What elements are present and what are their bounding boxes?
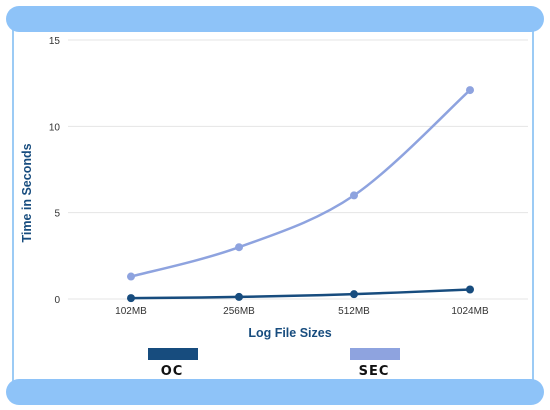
top-banner xyxy=(6,6,544,32)
sec-data-point xyxy=(466,86,474,95)
x-tick-label: 256MB xyxy=(223,306,255,317)
x-tick-label: 512MB xyxy=(338,306,370,317)
sec-legend-swatch xyxy=(350,348,400,360)
sec-data-point xyxy=(235,243,243,252)
oc-series-line xyxy=(130,288,471,300)
series-group xyxy=(127,86,474,303)
gridlines xyxy=(68,39,528,300)
y-tick-label: 10 xyxy=(49,122,61,133)
oc-data-point xyxy=(350,290,358,299)
bottom-banner xyxy=(6,379,544,405)
x-tick-label: 1024MB xyxy=(451,306,489,317)
legend: OC SEC xyxy=(148,348,400,379)
oc-legend-swatch xyxy=(148,348,198,360)
y-tick-label: 15 xyxy=(49,36,61,47)
oc-legend-label: OC xyxy=(161,364,184,379)
oc-data-point xyxy=(235,292,243,301)
x-tick-label: 102MB xyxy=(115,306,147,317)
y-tick-label: 5 xyxy=(54,209,60,220)
sec-series-line xyxy=(130,89,471,278)
sec-legend-label: SEC xyxy=(359,364,390,379)
y-tick-label: 0 xyxy=(54,295,60,306)
oc-data-point xyxy=(127,294,135,303)
sec-data-point xyxy=(127,272,135,281)
y-axis-ticks: 0 5 10 15 xyxy=(49,36,61,306)
sec-data-point xyxy=(350,191,358,200)
x-axis-title: Log File Sizes xyxy=(248,326,331,340)
oc-data-point xyxy=(466,285,474,294)
chart-frame xyxy=(12,22,534,392)
y-axis-title: Time in Seconds xyxy=(20,143,34,242)
x-axis-ticks: 102MB 256MB 512MB 1024MB xyxy=(115,306,489,317)
